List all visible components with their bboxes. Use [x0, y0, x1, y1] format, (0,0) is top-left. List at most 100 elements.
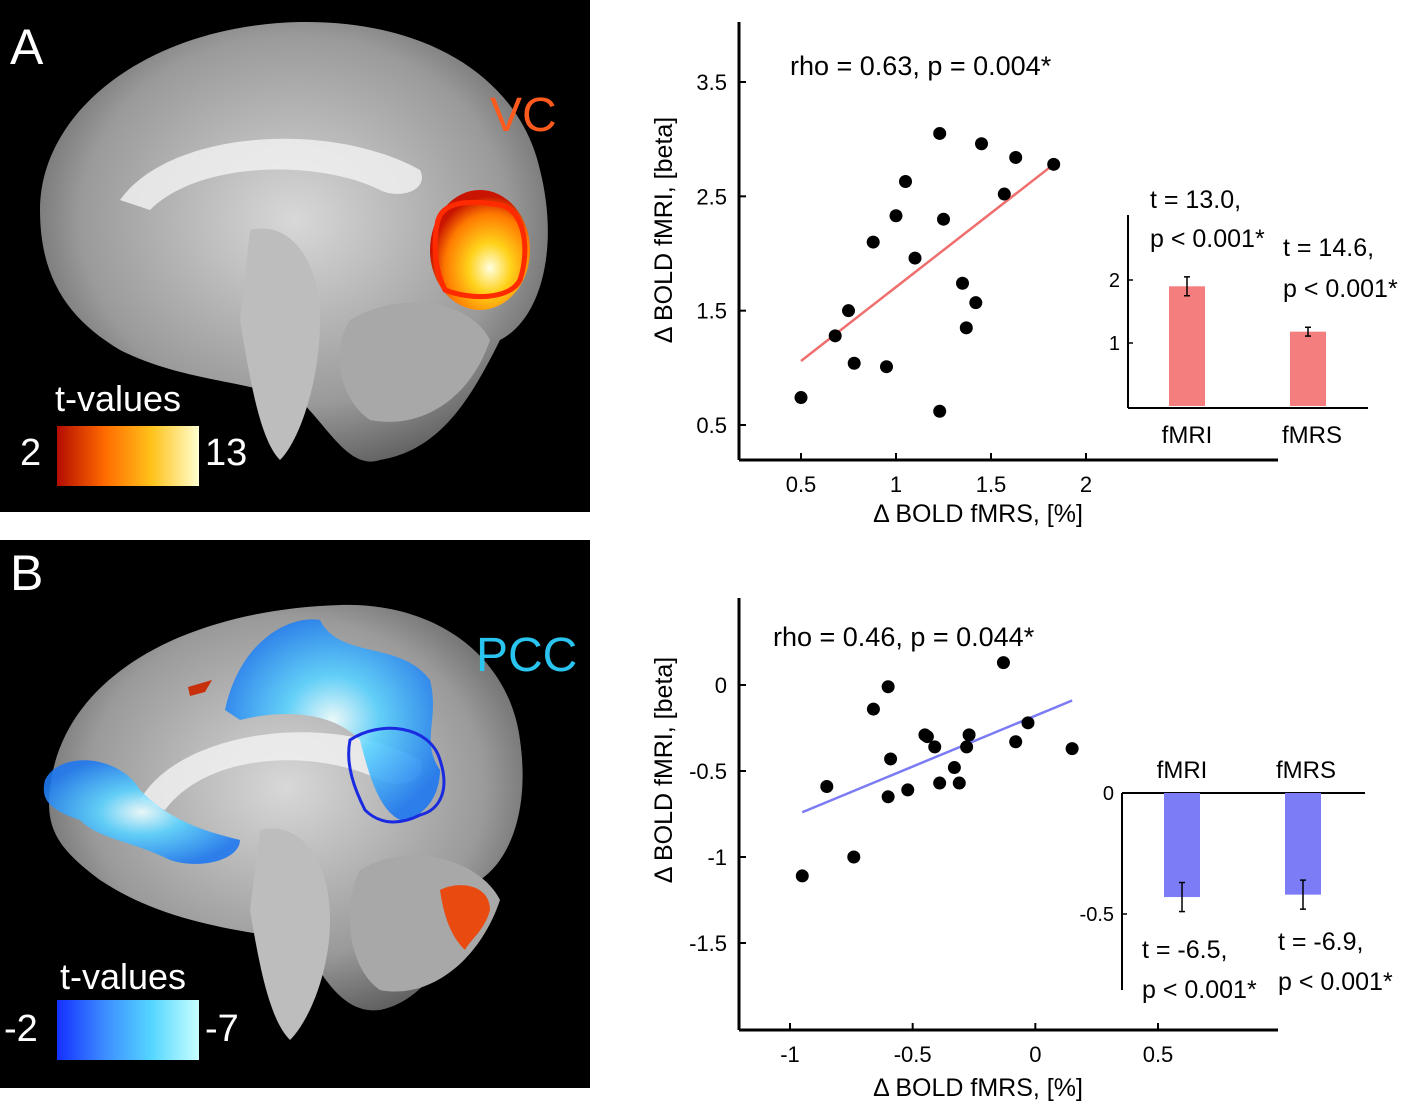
data-point-b: [795, 869, 809, 883]
y-tick-label-b: -0.5: [689, 759, 727, 784]
correlation-annotation-b: rho = 0.46, p = 0.044*: [773, 622, 1035, 652]
brainstem-b: [250, 828, 330, 1040]
inset-bar-b: [1285, 793, 1321, 895]
brain-slice-a: [40, 21, 548, 462]
colorbar-title-a: t-values: [55, 378, 182, 419]
regression-line-b: [801, 699, 1073, 814]
y-tick-label-a: 1.5: [696, 299, 727, 324]
positive-cluster-b-small: [188, 680, 212, 696]
roi-label-pcc: PCC: [476, 629, 578, 682]
data-point-a: [866, 235, 880, 249]
data-point-a: [889, 209, 903, 223]
data-point-a: [969, 296, 983, 310]
inset-category-label-a: fMRS: [1282, 422, 1342, 449]
colorbar-max-b: -7: [205, 1008, 239, 1050]
data-point-b: [928, 740, 942, 754]
data-point-b: [866, 702, 880, 716]
positive-cluster-b: [440, 885, 490, 950]
inset-bar-a: [1290, 331, 1326, 406]
y-tick-label-b: -1: [707, 845, 727, 870]
data-point-b: [947, 761, 961, 775]
inset-bar-b: [1164, 793, 1200, 898]
inset-bar-a: [1169, 286, 1205, 406]
y-tick-label-a: 3.5: [696, 70, 727, 95]
data-point-b: [1021, 716, 1035, 730]
data-point-a: [908, 251, 922, 265]
inset-category-label-a: fMRI: [1162, 422, 1213, 449]
data-point-a: [959, 321, 973, 335]
data-point-a: [880, 360, 893, 374]
x-tick-label-a: 2: [1080, 472, 1092, 497]
data-point-b: [1065, 742, 1079, 756]
colorbar-max-a: 13: [205, 432, 248, 474]
y-tick-label-a: 2.5: [696, 184, 727, 209]
data-point-b: [920, 730, 934, 744]
corpus-callosum-b: [140, 732, 422, 810]
data-point-a: [956, 276, 969, 290]
x-axis-label-a: Δ BOLD fMRS, [%]: [873, 500, 1083, 528]
data-point-b: [952, 776, 966, 790]
data-point-b: [960, 740, 974, 754]
data-point-a: [847, 356, 861, 370]
colorbar-min-a: 2: [20, 432, 42, 474]
data-point-a: [1009, 150, 1023, 164]
inset-category-label-b: fMRS: [1276, 757, 1336, 784]
activation-blob-a: [430, 190, 530, 310]
data-point-b: [901, 783, 915, 797]
colorbar-b: [57, 1000, 199, 1060]
data-point-b: [881, 680, 895, 694]
brainstem-a: [240, 228, 320, 460]
data-point-b: [933, 776, 947, 790]
x-tick-label-a: 0.5: [786, 472, 817, 497]
regression-line-a: [800, 163, 1055, 362]
data-point-b: [847, 850, 861, 864]
data-point-b: [962, 728, 976, 742]
inset-stat-label-a: t = 14.6,: [1283, 234, 1374, 262]
inset-stat-label-a: p < 0.001*: [1283, 275, 1398, 303]
inset-stat-label-a: p < 0.001*: [1150, 225, 1265, 253]
inset-y-tick-label-b: -0.5: [1080, 904, 1114, 926]
x-tick-label-b: -0.5: [894, 1042, 932, 1067]
data-point-a: [933, 404, 947, 418]
inset-y-tick-label-a: 1: [1109, 333, 1120, 355]
cerebellum-a: [339, 302, 490, 422]
corpus-callosum-a: [120, 138, 422, 210]
data-point-b: [820, 779, 834, 793]
inset-stat-label-b: p < 0.001*: [1278, 968, 1393, 996]
data-point-b: [996, 656, 1010, 670]
data-point-a: [794, 391, 808, 405]
data-point-a: [975, 137, 988, 151]
brain-image-panel-a: A VC t-values 2 13: [0, 0, 590, 512]
data-point-b: [1009, 735, 1023, 749]
inset-y-tick-label-a: 2: [1109, 270, 1120, 292]
y-tick-label-b: -1.5: [689, 931, 727, 956]
inset-category-label-b: fMRI: [1157, 757, 1208, 784]
colorbar-a: [57, 426, 199, 486]
y-tick-label-a: 0.5: [696, 413, 727, 438]
roi-outline-pcc: [347, 726, 446, 824]
inset-stat-label-a: t = 13.0,: [1150, 186, 1241, 214]
x-tick-label-a: 1: [890, 472, 902, 497]
inset-stat-label-b: t = -6.9,: [1278, 928, 1363, 956]
roi-label-vc: VC: [490, 89, 557, 142]
data-point-a: [997, 187, 1011, 201]
correlation-annotation-a: rho = 0.63, p = 0.004*: [790, 51, 1052, 81]
y-axis-label-b: Δ BOLD fMRI, [beta]: [650, 657, 678, 884]
activation-blob-b-posterior: [225, 619, 440, 820]
x-tick-label-b: -1: [780, 1042, 800, 1067]
data-point-a: [933, 126, 947, 140]
brain-slice-b: [43, 604, 523, 1040]
inset-stat-label-b: t = -6.5,: [1142, 936, 1227, 964]
inset-stat-label-b: p < 0.001*: [1142, 976, 1257, 1004]
x-tick-label-b: 0: [1029, 1042, 1041, 1067]
y-axis-label-a: Δ BOLD fMRI, [beta]: [650, 117, 678, 344]
panel-letter-a: A: [10, 19, 44, 75]
inset-y-tick-label-b: 0: [1103, 783, 1114, 805]
colorbar-min-b: -2: [4, 1008, 38, 1050]
roi-outline-vc: [432, 199, 528, 300]
data-point-a: [899, 174, 912, 188]
x-axis-label-b: Δ BOLD fMRS, [%]: [873, 1074, 1083, 1102]
data-point-a: [842, 304, 855, 318]
y-tick-label-b: 0: [715, 673, 727, 698]
